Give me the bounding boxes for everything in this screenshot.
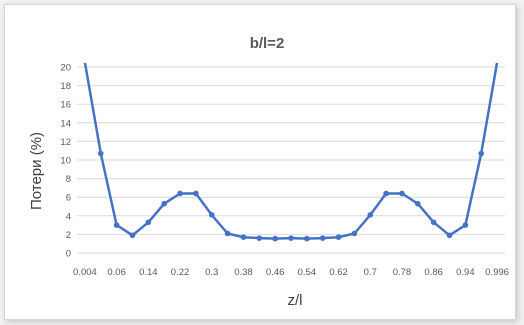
data-point [478,150,485,157]
data-point [288,235,294,241]
x-tick-label: 0.22 [171,267,190,278]
data-point [145,219,152,226]
y-axis-title: Потери (%) [28,132,45,210]
data-point [272,235,278,242]
y-tick-label: 14 [60,118,71,129]
x-tick-label: 0.004 [73,267,97,278]
x-tick-label: 0.38 [234,267,253,278]
x-tick-label: 0.54 [298,267,317,278]
data-point [129,232,136,239]
y-tick-label: 6 [66,193,71,204]
y-tick-label: 18 [60,81,71,92]
y-tick-label: 0 [66,249,71,260]
data-point [430,219,437,226]
data-point [240,234,247,240]
y-tick-label: 4 [66,211,71,222]
data-point [208,212,215,218]
data-point [304,235,310,242]
x-tick-label: 0.46 [266,267,285,278]
x-tick-label: 0.996 [485,267,509,278]
y-tick-label: 2 [66,230,71,241]
x-tick-label: 0.14 [139,267,158,278]
data-point [97,150,104,157]
data-point [224,230,231,237]
chart-title: b/l=2 [250,35,285,52]
series-line [83,63,499,240]
data-point [399,190,405,197]
y-tick-label: 16 [60,100,71,111]
y-tick-label: 8 [66,174,71,185]
data-point [383,190,389,197]
data-point [367,212,374,218]
data-point [256,235,263,241]
y-axis-ticks: 0 2 4 6 8 10 12 14 16 18 20 [60,63,71,260]
series-layer [83,63,499,242]
data-point [113,222,120,228]
data-point [319,235,326,241]
x-tick-label: 0.7 [364,267,377,278]
x-axis-title: z/l [288,292,303,309]
x-tick-label: 0.62 [329,267,348,278]
y-tick-label: 20 [60,63,71,74]
x-tick-label: 0.3 [205,267,218,278]
x-axis-ticks: 0.004 0.06 0.14 0.22 0.3 0.38 0.46 0.54 0.62 0.7 0… [73,267,509,278]
x-tick-label: 0.94 [456,267,475,278]
data-point [177,190,183,197]
data-point [335,234,342,240]
y-tick-label: 12 [60,137,71,148]
gridlines [77,66,505,254]
chart-card: 0 2 4 6 8 10 12 14 16 18 20 0.004 0.06 0.14 0.22 0.3 0.… [4,4,516,320]
y-tick-label: 10 [60,156,71,167]
data-point [462,222,469,228]
data-point [415,200,421,207]
data-point [446,232,453,239]
x-tick-label: 0.78 [393,267,412,278]
data-point [161,200,167,207]
x-tick-label: 0.86 [424,267,443,278]
data-point [351,230,358,237]
data-point [193,190,199,197]
x-tick-label: 0.06 [107,267,126,278]
